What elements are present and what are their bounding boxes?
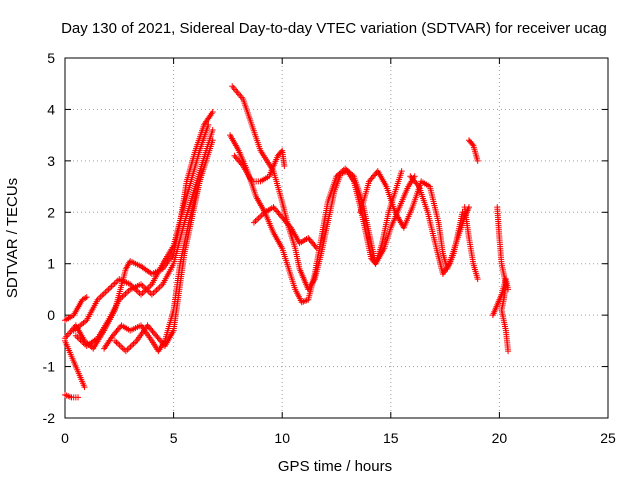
series-track-f — [72, 127, 216, 349]
data-point-markers — [229, 83, 405, 293]
series-track-n — [407, 173, 472, 277]
series-track-a — [62, 294, 90, 324]
data-point-markers — [101, 137, 216, 355]
data-point-markers — [227, 132, 418, 306]
data-point-markers — [250, 204, 320, 252]
data-point-markers — [111, 168, 205, 355]
data-point-markers — [62, 391, 82, 401]
y-axis-label: SDTVAR / TECUs — [4, 178, 21, 298]
y-tick-label: 1 — [47, 256, 55, 272]
y-tick-label: -2 — [43, 410, 56, 426]
data-point-markers — [489, 276, 512, 319]
x-tick-label: 25 — [600, 430, 616, 446]
y-tick-label: 0 — [47, 307, 55, 323]
grid-layer — [65, 58, 608, 418]
x-tick-label: 10 — [274, 430, 290, 446]
data-point-markers — [465, 137, 481, 164]
x-axis-label: GPS time / hours — [278, 458, 392, 475]
series-track-h — [111, 168, 205, 355]
data-point-markers — [62, 294, 90, 324]
series-track-k — [231, 147, 288, 185]
marker-layer — [62, 83, 512, 401]
x-tick-label: 5 — [170, 430, 178, 446]
series-track-j — [227, 132, 418, 306]
y-tick-label: 2 — [47, 204, 55, 220]
y-tick-label: 5 — [47, 50, 55, 66]
series-track-l — [250, 204, 320, 252]
y-tick-label: 4 — [47, 101, 55, 117]
y-tick-label: 3 — [47, 153, 55, 169]
data-point-markers — [494, 204, 512, 355]
data-point-markers — [72, 127, 216, 349]
series-track-r — [489, 276, 512, 319]
series-track-c — [62, 391, 82, 401]
x-tick-label: 20 — [492, 430, 508, 446]
series-track-o — [465, 137, 481, 164]
x-tick-label: 0 — [61, 430, 69, 446]
series-track-q — [494, 204, 512, 355]
data-point-markers — [70, 121, 212, 334]
series-track-e — [70, 121, 212, 334]
data-point-markers — [461, 204, 481, 283]
x-tick-label: 15 — [383, 430, 399, 446]
series-track-g — [101, 137, 216, 355]
plot-frame — [64, 57, 609, 419]
chart-title: Day 130 of 2021, Sidereal Day-to-day VTE… — [61, 20, 607, 37]
y-tick-label: -1 — [43, 359, 56, 375]
series-track-i — [229, 83, 405, 293]
tick-layer: 0 5 10 15 20 25 -2 -1 0 1 2 3 4 5 — [43, 50, 616, 446]
data-point-markers — [407, 173, 472, 277]
data-point-markers — [231, 147, 288, 185]
series-track-p — [461, 204, 481, 283]
